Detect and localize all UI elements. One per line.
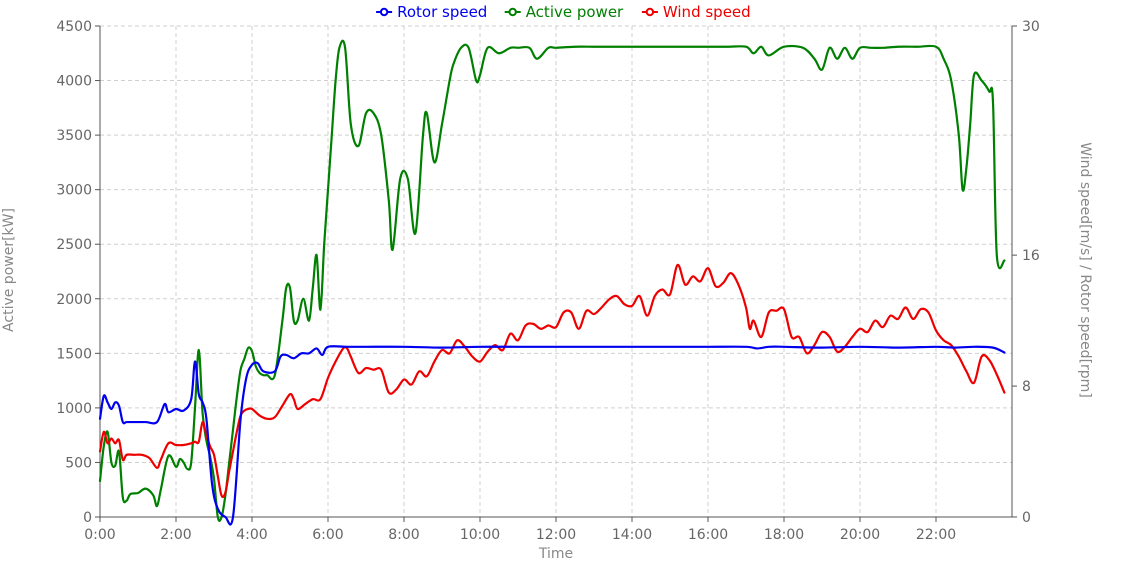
- x-tick-label: 2:00: [160, 527, 191, 543]
- x-tick-label: 10:00: [460, 527, 500, 543]
- y-left-tick-label: 2000: [56, 292, 92, 308]
- x-tick-label: 20:00: [840, 527, 880, 543]
- y-left-tick-label: 4500: [56, 19, 92, 35]
- y-left-tick-label: 1500: [56, 346, 92, 362]
- legend-marker: [508, 7, 517, 17]
- legend-item-wind-speed[interactable]: Wind speed: [641, 3, 751, 21]
- legend: Rotor speed Active power Wind speed: [376, 3, 751, 21]
- x-axis-title: Time: [538, 546, 573, 562]
- y-left-tick-label: 2500: [56, 237, 92, 253]
- legend-item-active-power[interactable]: Active power: [504, 3, 624, 21]
- y-left-tick-label: 3500: [56, 128, 92, 144]
- y-right-tick-label: 0: [1022, 510, 1031, 526]
- x-tick-label: 4:00: [236, 527, 267, 543]
- y-right-tick-label: 30: [1022, 19, 1040, 35]
- grid: [99, 25, 1012, 518]
- y-right-tick-label: 8: [1022, 379, 1031, 395]
- y-axis-right-title: Wind speed[m/s] / Rotor speed[rpm]: [1077, 142, 1093, 398]
- x-tick-label: 14:00: [612, 527, 652, 543]
- y-right-tick-label: 16: [1022, 248, 1040, 264]
- legend-marker: [645, 7, 655, 17]
- wind-speed-line: [98, 263, 1006, 499]
- y-left-tick-label: 3000: [56, 183, 92, 199]
- y-left-tick-label: 4000: [56, 74, 92, 90]
- x-tick-label: 0:00: [84, 527, 115, 543]
- legend-marker: [379, 7, 389, 17]
- y-left-tick-label: 0: [83, 510, 92, 526]
- legend-item-rotor-speed[interactable]: Rotor speed: [376, 3, 487, 21]
- legend-label: Rotor speed: [397, 3, 487, 21]
- y-left-tick-label: 500: [65, 455, 92, 471]
- axes: 0:00 2:00 4:00 6:00 8:00 10:00 12:00 14:00 16:00…: [56, 19, 1040, 543]
- rotor-speed-line: [98, 345, 1006, 526]
- x-tick-label: 8:00: [388, 527, 419, 543]
- legend-label: Wind speed: [663, 3, 751, 21]
- x-tick-label: 12:00: [536, 527, 576, 543]
- y-axis-left-title: Active power[kW]: [1, 208, 17, 332]
- x-tick-label: 6:00: [312, 527, 343, 543]
- y-left-tick-label: 1000: [56, 401, 92, 417]
- x-tick-label: 18:00: [764, 527, 804, 543]
- series-lines: [98, 39, 1006, 526]
- active-power-line: [98, 39, 1006, 522]
- x-tick-label: 16:00: [688, 527, 728, 543]
- x-tick-label: 22:00: [916, 527, 956, 543]
- legend-label: Active power: [526, 3, 624, 21]
